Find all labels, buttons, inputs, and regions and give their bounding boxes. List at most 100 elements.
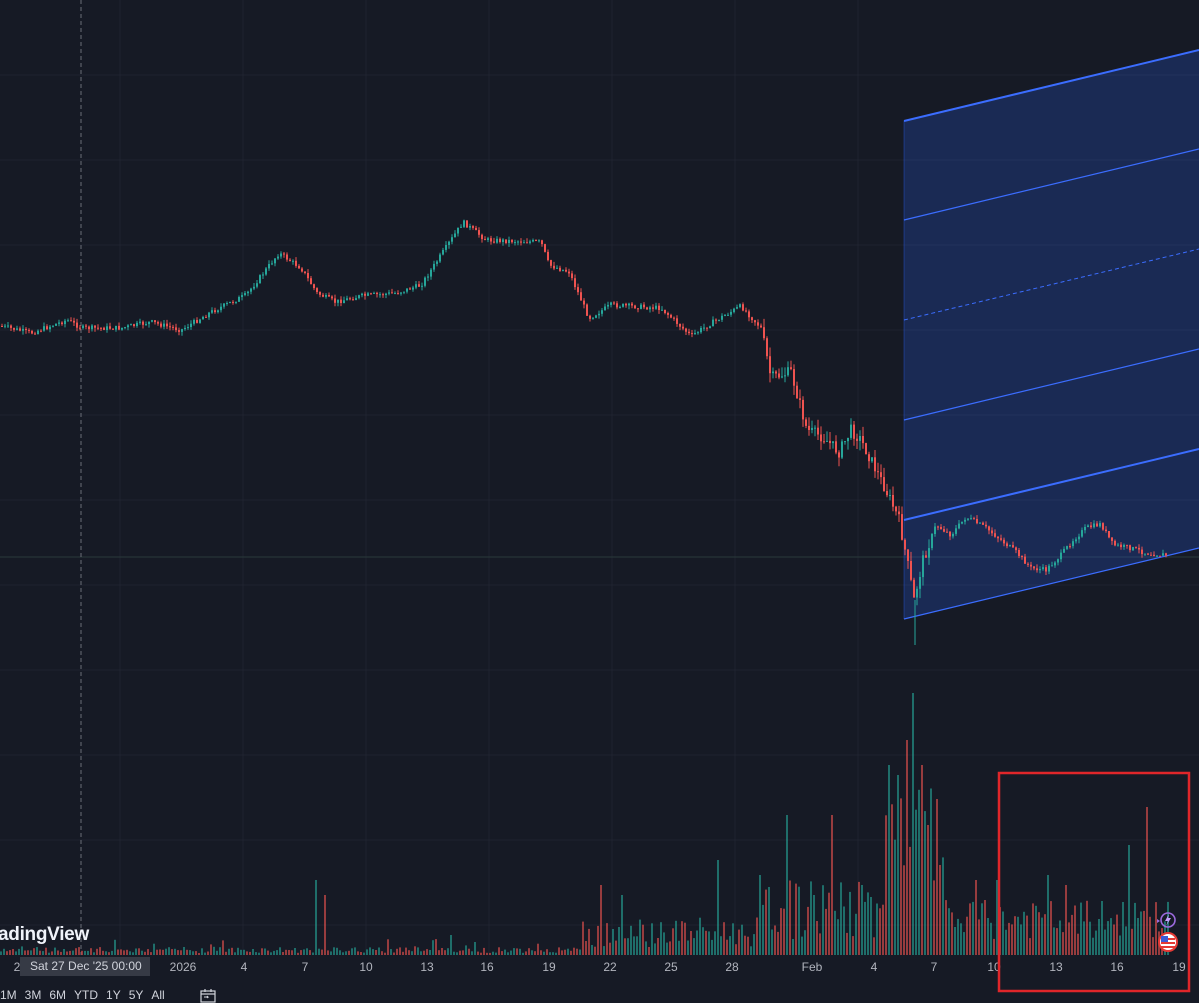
volume-bar bbox=[504, 949, 506, 955]
range-all-button[interactable]: All bbox=[151, 988, 165, 1002]
candle-body bbox=[328, 295, 330, 297]
range-1m-button[interactable]: 1M bbox=[0, 988, 17, 1002]
range-1y-button[interactable]: 1Y bbox=[106, 988, 121, 1002]
candle-body bbox=[325, 295, 327, 297]
candle-body bbox=[412, 287, 414, 290]
volume-bar bbox=[444, 950, 446, 955]
volume-bar bbox=[837, 919, 839, 955]
volume-bar bbox=[0, 951, 2, 955]
volume-bar bbox=[951, 912, 953, 955]
volume-bar bbox=[1011, 924, 1013, 955]
range-6m-button[interactable]: 6M bbox=[49, 988, 67, 1002]
volume-bar bbox=[696, 930, 698, 955]
volume-bar bbox=[1056, 928, 1058, 955]
candle-body bbox=[1147, 553, 1149, 555]
candle-body bbox=[301, 268, 303, 272]
candle-body bbox=[1006, 543, 1008, 547]
volume-bar bbox=[168, 947, 170, 955]
volume-bar bbox=[633, 936, 635, 955]
volume-bar bbox=[396, 948, 398, 955]
us-flag-icon[interactable] bbox=[1157, 931, 1181, 953]
candle-body bbox=[925, 555, 927, 558]
candle-body bbox=[913, 579, 915, 598]
candle-body bbox=[1063, 548, 1065, 553]
volume-bar bbox=[723, 922, 725, 955]
candle-body bbox=[1144, 553, 1146, 555]
candle-body bbox=[541, 240, 543, 245]
volume-bar bbox=[516, 948, 518, 955]
parallel-channel-drawing[interactable] bbox=[903, 49, 1199, 620]
volume-bar bbox=[615, 940, 617, 955]
volume-bar bbox=[519, 948, 521, 955]
volume-bar bbox=[495, 952, 497, 955]
calendar-icon[interactable] bbox=[199, 988, 217, 1003]
candle-body bbox=[1039, 569, 1041, 571]
candle-body bbox=[487, 238, 489, 240]
candle-body bbox=[226, 303, 228, 304]
volume-bar bbox=[855, 913, 857, 955]
candle-body bbox=[505, 239, 507, 243]
candle-body bbox=[814, 427, 816, 429]
range-ytd-button[interactable]: YTD bbox=[74, 988, 99, 1002]
candle-body bbox=[946, 531, 948, 533]
candle-body bbox=[481, 234, 483, 240]
candle-body bbox=[1015, 547, 1017, 551]
candle-body bbox=[163, 323, 165, 327]
candle-body bbox=[253, 286, 255, 289]
candle-body bbox=[622, 303, 624, 307]
volume-bar bbox=[1113, 924, 1115, 955]
candle-body bbox=[373, 292, 375, 294]
volume-bar bbox=[453, 951, 455, 955]
volume-bar bbox=[102, 950, 104, 955]
candle-body bbox=[319, 292, 321, 295]
volume-bar bbox=[174, 948, 176, 955]
range-3m-button[interactable]: 3M bbox=[24, 988, 42, 1002]
time-axis-label: 4 bbox=[241, 960, 248, 974]
volume-bar bbox=[132, 952, 134, 955]
candle-body bbox=[802, 399, 804, 420]
volume-bar bbox=[447, 948, 449, 955]
volume-bar bbox=[153, 943, 155, 955]
time-axis-label: 25 bbox=[664, 960, 678, 974]
candle-body bbox=[568, 271, 570, 274]
candle-body bbox=[631, 303, 633, 306]
candle-body bbox=[592, 317, 594, 319]
volume-bar bbox=[1026, 915, 1028, 955]
candle-body bbox=[817, 427, 819, 435]
volume-bar bbox=[507, 952, 509, 955]
volume-bar bbox=[1005, 929, 1007, 955]
candle-body bbox=[508, 239, 510, 243]
candle-body bbox=[349, 298, 351, 300]
time-axis-label: 19 bbox=[542, 960, 556, 974]
volume-bar bbox=[1116, 914, 1118, 955]
volume-bar bbox=[477, 951, 479, 955]
volume-bar bbox=[606, 923, 608, 955]
candle-body bbox=[1021, 556, 1023, 557]
candle-body bbox=[13, 327, 15, 330]
volume-bar bbox=[594, 946, 596, 955]
volume-bar bbox=[399, 947, 401, 955]
volume-bar bbox=[645, 941, 647, 955]
volume-bar bbox=[90, 948, 92, 955]
volume-bar bbox=[1110, 918, 1112, 955]
candle-body bbox=[262, 274, 264, 276]
volume-bar bbox=[69, 950, 71, 955]
volume-bar bbox=[1155, 902, 1157, 955]
volume-bar bbox=[498, 947, 500, 955]
candle-body bbox=[115, 325, 117, 330]
volume-bar bbox=[729, 936, 731, 955]
volume-bar bbox=[183, 947, 185, 955]
volume-bar bbox=[582, 921, 584, 955]
volume-bar bbox=[768, 887, 770, 955]
candle-body bbox=[862, 436, 864, 444]
candle-body bbox=[565, 269, 567, 272]
candle-body bbox=[844, 441, 846, 443]
range-5y-button[interactable]: 5Y bbox=[128, 988, 144, 1002]
volume-bar bbox=[579, 949, 581, 955]
volume-bar bbox=[792, 939, 794, 955]
candle-body bbox=[988, 526, 990, 531]
volume-bar bbox=[138, 948, 140, 955]
lightning-alert-icon[interactable] bbox=[1155, 910, 1179, 930]
candle-body bbox=[766, 338, 768, 357]
